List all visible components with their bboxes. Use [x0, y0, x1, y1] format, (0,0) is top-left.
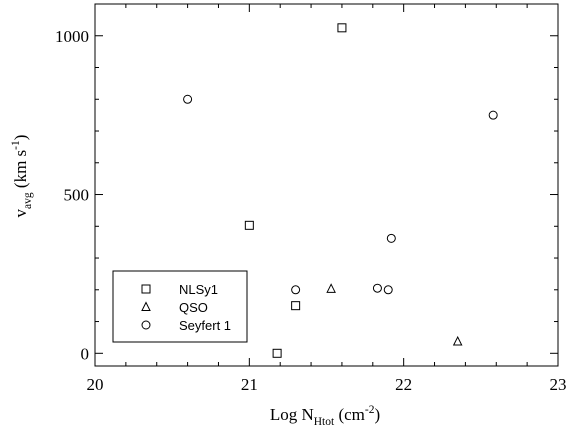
plot-frame: [94, 3, 559, 367]
seyfert-1-point: [372, 283, 382, 293]
x-tick-label: 22: [395, 375, 412, 394]
seyfert-1-point: [488, 110, 498, 120]
y-tick-label: 1000: [55, 27, 89, 46]
x-tick-label: 20: [87, 375, 104, 394]
nlsy1-point: [291, 301, 301, 311]
legend-marker-nlsy1: [141, 284, 151, 294]
nlsy1-point: [337, 23, 347, 33]
x-axis-title: Log NHtot (cm-2): [270, 404, 380, 428]
x-tick-label: 21: [241, 375, 258, 394]
legend: NLSy1 QSO Seyfert 1: [112, 270, 248, 343]
legend-marker-qso: [141, 301, 151, 311]
legend-label-seyfert1: Seyfert 1: [179, 318, 231, 333]
qso-point: [452, 335, 463, 346]
qso-point: [326, 283, 336, 293]
seyfert-1-point: [291, 285, 301, 295]
axis-ticks: [94, 4, 559, 366]
x-tick-label: 23: [550, 375, 567, 394]
nlsy1-point: [244, 220, 254, 230]
y-tick-label: 500: [64, 186, 90, 205]
y-tick-label: 0: [81, 344, 90, 363]
y-axis-title: vavg (km s-1): [10, 135, 34, 218]
legend-label-qso: QSO: [179, 300, 208, 315]
data-points: [183, 23, 498, 358]
seyfert-1-point: [383, 285, 393, 295]
legend-label-nlsy1: NLSy1: [179, 282, 218, 297]
legend-marker-seyfert-1: [141, 320, 151, 330]
plot-border: [94, 3, 559, 367]
seyfert-1-point: [386, 233, 396, 243]
tick-labels: 20 21 22 23 0 500 1000: [55, 27, 567, 394]
nlsy1-point: [272, 348, 282, 358]
seyfert-1-point: [183, 94, 193, 104]
legend-box: [112, 270, 248, 343]
